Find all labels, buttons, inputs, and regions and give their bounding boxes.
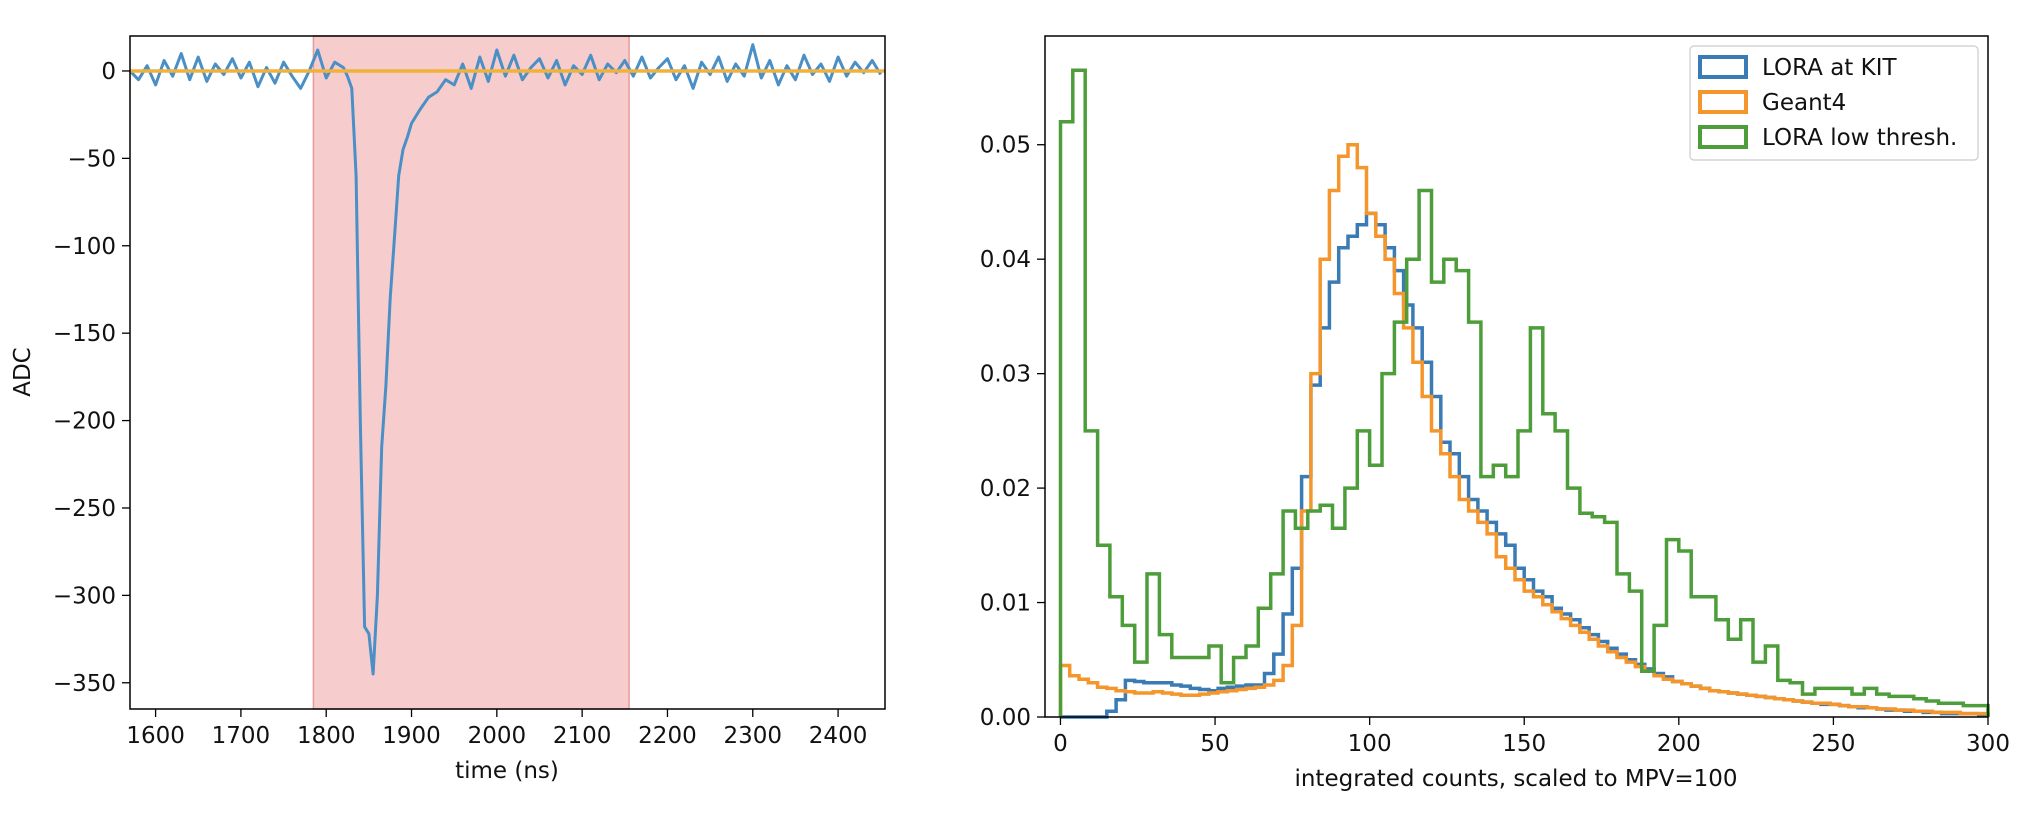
y-tick-label: 0.05 bbox=[980, 133, 1031, 159]
legend-swatch-geant4 bbox=[1698, 90, 1748, 114]
y-tick-label: 0.03 bbox=[980, 362, 1031, 388]
histogram-legend: LORA at KIT Geant4 LORA low thresh. bbox=[1689, 45, 1979, 161]
waveform-plot-frame bbox=[129, 35, 886, 710]
legend-entry-geant4: Geant4 bbox=[1698, 90, 1846, 116]
x-tick-label: 100 bbox=[1348, 731, 1392, 757]
legend-label-lora-low-thresh: LORA low thresh. bbox=[1762, 125, 1957, 151]
integration-window-shade bbox=[312, 35, 630, 710]
x-tick-label: 2200 bbox=[638, 723, 697, 749]
histogram-x-ticks: 0 50 100 150 200 250 300 bbox=[1053, 717, 2010, 757]
legend-frame bbox=[1689, 45, 1979, 161]
y-tick-label: 0.02 bbox=[980, 476, 1031, 502]
x-tick-label: 1700 bbox=[212, 723, 271, 749]
y-tick-label: −350 bbox=[53, 671, 116, 697]
x-tick-label: 50 bbox=[1200, 731, 1229, 757]
histogram-series-group bbox=[1058, 68, 1990, 719]
y-tick-label: −150 bbox=[53, 321, 116, 347]
x-tick-label: 2100 bbox=[553, 723, 612, 749]
x-tick-label: 150 bbox=[1502, 731, 1546, 757]
waveform-y-ticks: 0 −50 −100 −150 −200 −250 −300 −350 bbox=[53, 59, 130, 697]
legend-swatch-lora-kit bbox=[1698, 55, 1748, 79]
x-tick-label: 200 bbox=[1657, 731, 1701, 757]
y-tick-label: 0 bbox=[101, 59, 116, 85]
y-tick-label: 0.01 bbox=[980, 591, 1031, 617]
x-tick-label: 1600 bbox=[126, 723, 185, 749]
y-tick-label: 0.00 bbox=[980, 705, 1031, 731]
x-tick-label: 250 bbox=[1811, 731, 1855, 757]
waveform-y-axis-label: ADC bbox=[10, 347, 36, 397]
histogram-panel: 0 50 100 150 200 250 300 0.000.010.020.030.040… bbox=[980, 35, 2010, 792]
x-tick-label: 1900 bbox=[382, 723, 441, 749]
waveform-x-axis-label: time (ns) bbox=[455, 758, 559, 784]
legend-label-lora-kit: LORA at KIT bbox=[1762, 55, 1897, 81]
legend-entry-lora-kit: LORA at KIT bbox=[1698, 55, 1897, 81]
y-tick-label: −200 bbox=[53, 409, 116, 435]
legend-label-geant4: Geant4 bbox=[1762, 90, 1846, 116]
x-tick-label: 2300 bbox=[723, 723, 782, 749]
x-tick-label: 300 bbox=[1966, 731, 2010, 757]
legend-swatch-lora-low-thresh bbox=[1698, 125, 1748, 149]
waveform-x-ticks: 1600 1700 1800 1900 2000 2100 2200 2300 2400 bbox=[126, 709, 867, 749]
y-tick-label: −50 bbox=[67, 146, 116, 172]
x-tick-label: 0 bbox=[1053, 731, 1068, 757]
y-tick-label: 0.04 bbox=[980, 247, 1031, 273]
histogram-y-ticks: 0.00 0.01 0.02 0.03 0.04 0.05 bbox=[980, 133, 1045, 731]
y-tick-label: −300 bbox=[53, 583, 116, 609]
x-tick-label: 1800 bbox=[297, 723, 356, 749]
histogram-plot-frame bbox=[1044, 35, 1989, 718]
geant4-histogram bbox=[1058, 142, 1990, 717]
adc-waveform-line bbox=[128, 43, 882, 676]
x-tick-label: 2000 bbox=[468, 723, 527, 749]
waveform-panel: 1600 1700 1800 1900 2000 2100 2200 2300 2400 0 −5… bbox=[10, 35, 886, 784]
x-tick-label: 2400 bbox=[809, 723, 868, 749]
y-tick-label: −100 bbox=[53, 234, 116, 260]
legend-entry-lora-low-thresh: LORA low thresh. bbox=[1698, 125, 1957, 151]
lora-kit-histogram bbox=[1060, 211, 1990, 719]
waveform-series-group bbox=[128, 43, 885, 676]
y-tick-label: −250 bbox=[53, 496, 116, 522]
lora-low-thresh-histogram bbox=[1058, 68, 1990, 717]
histogram-x-axis-label: integrated counts, scaled to MPV=100 bbox=[1294, 766, 1737, 792]
